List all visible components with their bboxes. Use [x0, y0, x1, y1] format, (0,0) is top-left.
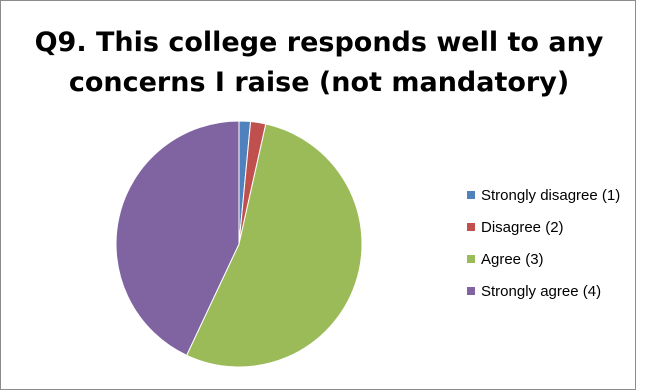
chart-title: Q9. This college responds well to any co…	[1, 23, 637, 103]
legend-item-strongly-disagree: Strongly disagree (1)	[467, 183, 620, 207]
legend-label-agree: Agree (3)	[481, 250, 544, 268]
legend-label-strongly-disagree: Strongly disagree (1)	[481, 186, 621, 204]
legend-label-disagree: Disagree (2)	[481, 218, 564, 236]
chart-title-line-2: concerns I raise (not mandatory)	[68, 67, 570, 98]
legend-item-strongly-agree: Strongly agree (4)	[467, 279, 620, 303]
pie-chart	[115, 120, 363, 368]
chart-title-line-1: Q9. This college responds well to any	[34, 27, 604, 58]
legend-swatch-strongly-disagree	[467, 191, 475, 199]
legend-swatch-strongly-agree	[467, 287, 475, 295]
chart-legend: Strongly disagree (1) Disagree (2) Agree…	[467, 183, 620, 311]
pie-slice-strongly-agree	[115, 120, 240, 356]
legend-swatch-disagree	[467, 223, 475, 231]
legend-swatch-agree	[467, 255, 475, 263]
pie-slice-agree	[185, 123, 363, 368]
legend-item-agree: Agree (3)	[467, 247, 620, 271]
legend-item-disagree: Disagree (2)	[467, 215, 620, 239]
legend-label-strongly-agree: Strongly agree (4)	[481, 282, 602, 300]
